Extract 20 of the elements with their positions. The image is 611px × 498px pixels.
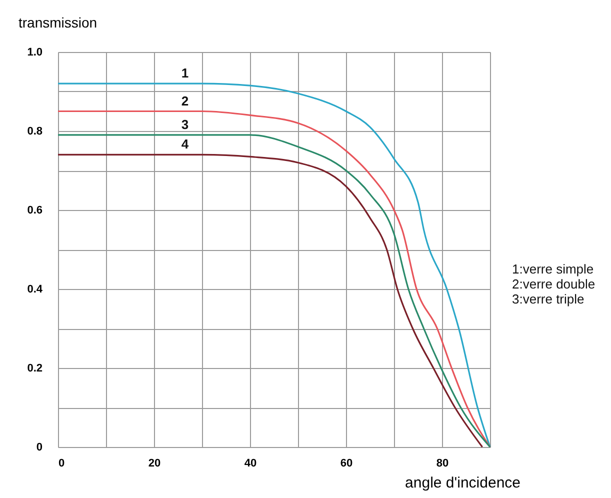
y-tick-label: 1.0 [27, 46, 42, 58]
x-axis-title: angle d'incidence [405, 474, 520, 492]
y-tick-label: 0 [36, 442, 42, 454]
series-label: 3 [181, 116, 189, 132]
x-tick-label: 60 [340, 458, 353, 470]
y-tick-label: 0.4 [27, 284, 44, 296]
series-label: 1 [181, 66, 189, 81]
x-tick-label: 0 [58, 458, 65, 470]
text: 2:verre double [512, 276, 596, 292]
text: 1:verre simple [512, 261, 594, 276]
y-axis-title: transmission [18, 14, 98, 30]
x-tick-label: 20 [148, 458, 161, 470]
y-tick-label: 0.8 [27, 126, 42, 138]
x-tick-label: 40 [244, 458, 257, 470]
y-tick-label: 0.2 [27, 362, 42, 374]
series-label: 4 [181, 136, 190, 152]
text: 3:verre triple [512, 291, 584, 306]
x-tick-label: 80 [436, 458, 449, 470]
y-tick-label: 0.6 [27, 204, 42, 216]
series-label: 2 [181, 93, 189, 108]
